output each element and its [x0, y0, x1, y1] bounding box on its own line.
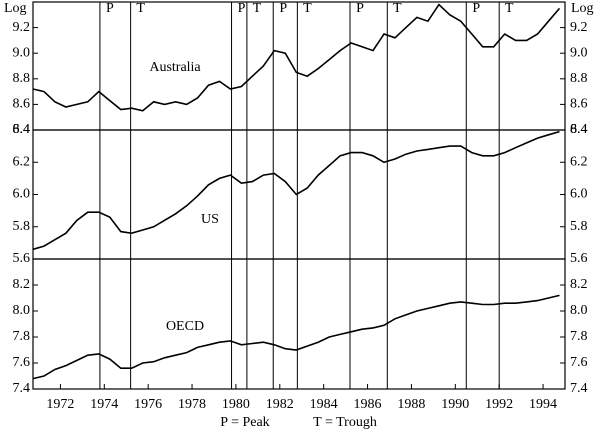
axis-unit-right: Log	[571, 1, 594, 16]
x-tick-label: 1982	[266, 397, 294, 412]
x-tick-label: 1990	[441, 397, 469, 412]
y-tick-label-right: 9.2	[570, 20, 588, 35]
y-tick-label: 8.6	[13, 97, 31, 112]
x-tick-label: 1984	[310, 397, 338, 412]
y-tick-label: 6.2	[13, 154, 31, 169]
y-tick-label-right: 8.0	[570, 303, 588, 318]
series-label: OECD	[166, 319, 204, 334]
panel-frame	[32, 129, 566, 260]
footnote: T = Trough	[313, 415, 377, 430]
cycle-label: T	[393, 1, 402, 16]
y-tick-label: 5.6	[13, 251, 31, 266]
x-tick-label: 1986	[354, 397, 382, 412]
y-tick-label-right: 8.2	[570, 277, 588, 292]
x-tick-label: 1988	[397, 397, 425, 412]
y-tick-label-right: 7.6	[570, 355, 588, 370]
y-tick-label-right: 7.4	[570, 381, 588, 396]
series-line	[32, 294, 560, 380]
y-tick-label: 9.2	[13, 20, 31, 35]
cycle-label: P	[106, 1, 114, 16]
y-tick-label: 6.4	[13, 122, 31, 137]
y-tick-label-right: 9.0	[570, 45, 588, 60]
y-tick-label-right: 6.2	[570, 154, 588, 169]
y-tick-label: 8.0	[13, 303, 31, 318]
y-tick-label: 8.8	[13, 71, 31, 86]
y-tick-label: 8.4	[13, 122, 31, 137]
x-tick-label: 1992	[485, 397, 513, 412]
footnote: P = Peak	[220, 415, 269, 430]
panel-frame	[32, 258, 566, 390]
cycle-label: T	[253, 1, 262, 16]
cycle-label: P	[279, 1, 287, 16]
y-tick-label: 9.0	[13, 45, 31, 60]
y-tick-label-right: 5.6	[570, 251, 588, 266]
x-tick-label: 1978	[178, 397, 206, 412]
cycle-label: T	[303, 1, 312, 16]
y-tick-label-right: 6.0	[570, 187, 588, 202]
series-label: US	[201, 212, 219, 227]
y-tick-label: 8.2	[13, 277, 31, 292]
cycle-label: P	[356, 1, 364, 16]
y-tick-label-right: 8.8	[570, 71, 588, 86]
cycle-label: T	[505, 1, 514, 16]
y-tick-label: 7.8	[13, 329, 31, 344]
y-tick-label-right: 5.8	[570, 219, 588, 234]
x-tick-label: 1974	[90, 397, 118, 412]
y-tick-label: 7.4	[13, 381, 31, 396]
x-tick-label: 1976	[134, 397, 162, 412]
y-tick-label-right: 8.4	[570, 122, 588, 137]
y-tick-label-right: 7.8	[570, 329, 588, 344]
x-tick-label: 1980	[222, 397, 250, 412]
y-tick-label: 6.0	[13, 187, 31, 202]
series-line	[32, 130, 560, 251]
x-tick-label: 1972	[46, 397, 74, 412]
cycle-label: P	[472, 1, 480, 16]
y-tick-label-right: 6.4	[570, 122, 588, 137]
series-label: Australia	[149, 60, 201, 75]
axis-unit-left: Log	[4, 1, 27, 16]
cycle-label: P	[238, 1, 246, 16]
series-line	[32, 3, 561, 112]
y-tick-label: 5.8	[13, 219, 31, 234]
y-tick-label: 7.6	[13, 355, 31, 370]
panel-frame	[32, 1, 566, 131]
x-tick-label: 1994	[529, 397, 557, 412]
cycle-label: T	[136, 1, 145, 16]
y-tick-label-right: 8.6	[570, 97, 588, 112]
